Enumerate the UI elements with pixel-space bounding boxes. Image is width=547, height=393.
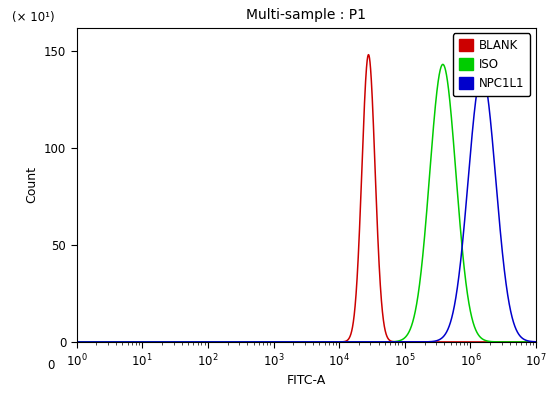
BLANK xyxy=(533,340,539,344)
ISO xyxy=(73,340,80,344)
NPC1L1 xyxy=(290,340,297,344)
BLANK xyxy=(188,340,194,344)
ISO xyxy=(402,334,409,339)
NPC1L1 xyxy=(351,340,358,344)
NPC1L1 xyxy=(503,283,510,288)
X-axis label: FITC-A: FITC-A xyxy=(287,375,326,387)
BLANK xyxy=(365,52,372,57)
Legend: BLANK, ISO, NPC1L1: BLANK, ISO, NPC1L1 xyxy=(453,33,530,96)
ISO xyxy=(503,340,510,344)
BLANK xyxy=(290,340,297,344)
BLANK xyxy=(351,310,358,315)
NPC1L1 xyxy=(533,340,539,344)
NPC1L1 xyxy=(479,72,485,77)
NPC1L1 xyxy=(73,340,80,344)
ISO xyxy=(533,340,539,344)
NPC1L1 xyxy=(188,340,194,344)
Text: (× 10¹): (× 10¹) xyxy=(12,11,55,24)
NPC1L1 xyxy=(368,340,375,344)
BLANK xyxy=(503,340,510,344)
ISO xyxy=(290,340,297,344)
NPC1L1 xyxy=(402,340,409,344)
Line: NPC1L1: NPC1L1 xyxy=(77,74,536,342)
BLANK xyxy=(368,82,375,87)
ISO xyxy=(188,340,194,344)
Line: ISO: ISO xyxy=(77,64,536,342)
Y-axis label: Count: Count xyxy=(25,166,38,203)
ISO xyxy=(368,340,375,344)
ISO xyxy=(440,62,446,67)
BLANK xyxy=(73,340,80,344)
BLANK xyxy=(403,340,409,344)
Text: 0: 0 xyxy=(48,359,55,372)
Line: BLANK: BLANK xyxy=(77,55,536,342)
Title: Multi-sample : P1: Multi-sample : P1 xyxy=(246,8,366,22)
ISO xyxy=(351,340,358,344)
